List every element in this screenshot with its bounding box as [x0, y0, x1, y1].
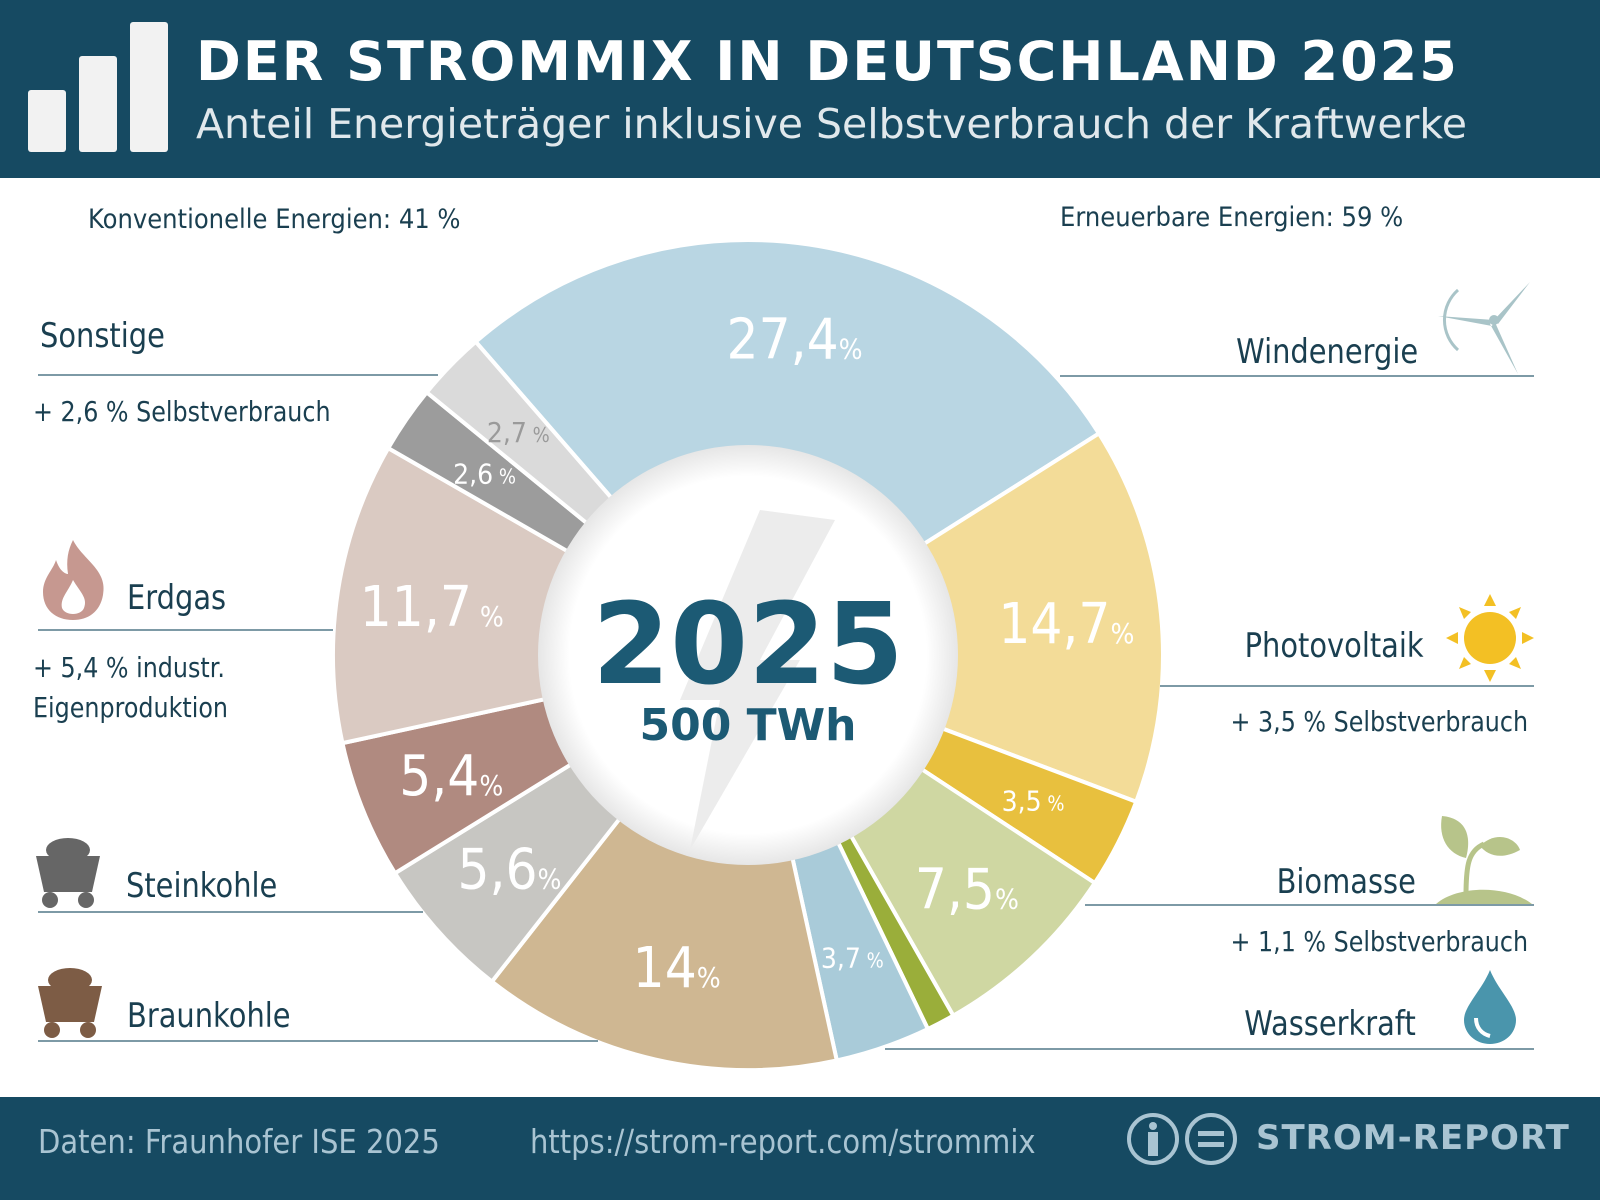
slice-label: 7,5% — [915, 857, 1019, 922]
leader-line — [38, 374, 438, 376]
slice-label: 2,7 % — [487, 416, 550, 449]
legend-sonstige: Sonstige — [40, 316, 165, 356]
legend-steinkohle: Steinkohle — [126, 866, 278, 906]
note-sonstige: + 2,6 % Selbstverbrauch — [33, 395, 331, 428]
legend-windenergie: Windenergie — [1235, 332, 1418, 372]
leader-line — [1060, 375, 1534, 377]
header: DER STROMMIX IN DEUTSCHLAND 2025 Anteil … — [0, 0, 1600, 178]
water-drop-icon — [1464, 970, 1516, 1044]
lightning-bolt-icon — [680, 510, 835, 850]
note-erdgas-2: Eigenproduktion — [33, 691, 228, 724]
legend-braunkohle: Braunkohle — [127, 996, 291, 1036]
leader-line — [38, 911, 423, 913]
sun-icon — [1446, 594, 1534, 682]
leader-line — [1085, 904, 1534, 906]
flame-icon — [43, 540, 104, 620]
slice-label: 14,7% — [998, 592, 1134, 657]
strom-report-logo-icon — [1127, 1113, 1237, 1165]
footer — [0, 1097, 1600, 1200]
bar-chart-icon — [28, 22, 168, 152]
slice-label: 2,6 % — [453, 457, 516, 490]
slice-label: 14% — [633, 936, 721, 1001]
legend-biomasse: Biomasse — [1276, 862, 1416, 902]
wind-turbine-icon — [1438, 282, 1530, 374]
slice-label: 11,7 % — [360, 575, 504, 640]
leader-line — [1160, 685, 1534, 687]
mine-cart-icon — [36, 838, 100, 908]
leader-line — [38, 1040, 598, 1042]
page-subtitle: Anteil Energieträger inklusive Selbstver… — [196, 100, 1467, 148]
note-photovoltaik: + 3,5 % Selbstverbrauch — [1230, 705, 1528, 738]
center-year: 2025 — [592, 580, 904, 710]
page-title: DER STROMMIX IN DEUTSCHLAND 2025 — [196, 30, 1459, 93]
source-text: Daten: Fraunhofer ISE 2025 — [38, 1122, 440, 1161]
brand-name: STROM-REPORT — [1256, 1118, 1570, 1158]
slice-label: 27,4% — [727, 307, 863, 372]
slice-label: 3,7 % — [821, 942, 884, 975]
leader-line — [38, 629, 333, 631]
note-erdgas-1: + 5,4 % industr. — [33, 651, 225, 684]
leader-line — [885, 1048, 1534, 1050]
conventional-share: Konventionelle Energien: 41 % — [88, 204, 461, 235]
mine-cart-icon — [38, 968, 102, 1038]
center-total: 500 TWh — [639, 700, 857, 751]
note-biomasse: + 1,1 % Selbstverbrauch — [1230, 925, 1528, 958]
legend-erdgas: Erdgas — [127, 578, 227, 618]
slice-label: 5,6% — [457, 837, 561, 902]
source-url-link[interactable]: https://strom-report.com/strommix — [530, 1122, 1036, 1161]
legend-wasserkraft: Wasserkraft — [1244, 1004, 1416, 1044]
slice-label: 3,5 % — [1002, 784, 1065, 817]
slice-label: 5,4% — [399, 744, 503, 809]
legend-photovoltaik: Photovoltaik — [1244, 626, 1424, 666]
renewable-share: Erneuerbare Energien: 59 % — [1060, 202, 1404, 233]
sprout-icon — [1436, 816, 1532, 904]
